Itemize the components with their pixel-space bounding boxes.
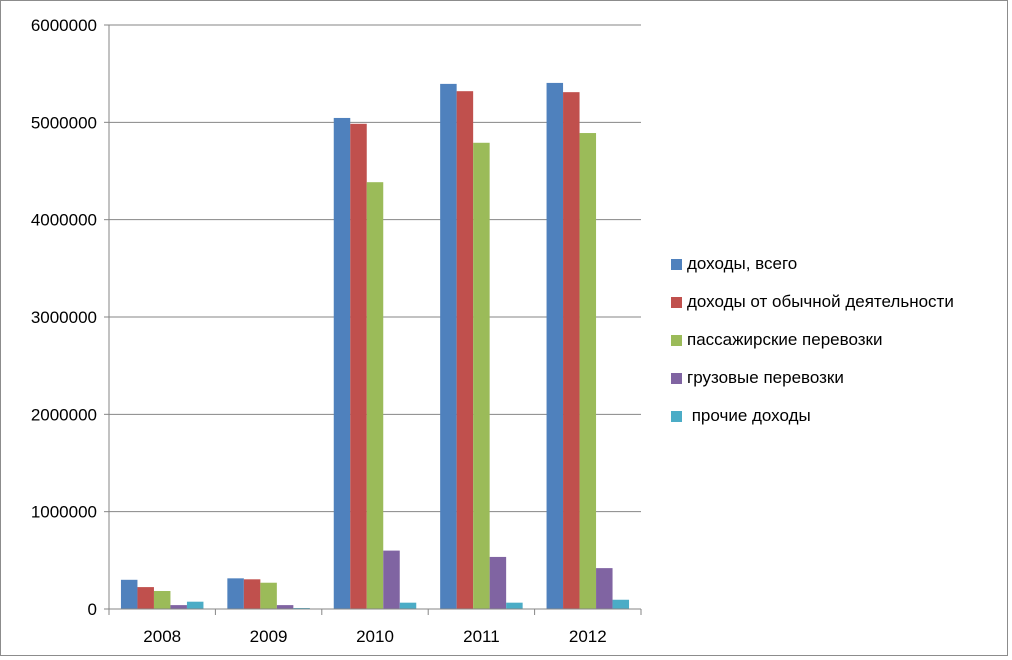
bars — [120, 82, 630, 610]
legend-label: доходы от обычной деятельности — [687, 292, 954, 311]
legend-label: доходы, всего — [687, 254, 798, 273]
bar — [120, 579, 138, 609]
y-tick-label: 6000000 — [31, 16, 97, 35]
legend-item: грузовые перевозки — [671, 359, 1005, 397]
bar — [473, 142, 490, 610]
legend-swatch — [671, 372, 682, 384]
legend-item: пассажирские перевозки — [671, 321, 1005, 359]
axes — [104, 24, 642, 615]
bar — [333, 117, 351, 609]
legend-item: доходы, всего — [671, 245, 1005, 283]
bar — [383, 550, 400, 609]
legend-item: прочие доходы — [671, 397, 1005, 435]
y-tick-label: 1000000 — [31, 503, 97, 522]
legend: доходы, всего доходы от обычной деятельн… — [671, 245, 1005, 435]
x-tick-label: 2009 — [250, 627, 288, 646]
bar — [170, 605, 187, 609]
bar — [563, 92, 580, 609]
x-tick-label: 2010 — [356, 627, 394, 646]
bar — [456, 91, 474, 610]
bar — [440, 83, 457, 610]
bar — [366, 182, 384, 609]
legend-swatch — [671, 296, 682, 308]
bar — [596, 568, 613, 609]
legend-label: пассажирские перевозки — [687, 330, 883, 349]
y-tick-label: 0 — [88, 600, 97, 619]
legend-label: грузовые перевозки — [687, 368, 844, 387]
bar — [399, 602, 417, 609]
x-tick-label: 2008 — [143, 627, 181, 646]
bar — [612, 599, 630, 609]
y-tick-label: 5000000 — [31, 113, 97, 132]
bar — [489, 556, 507, 609]
bar — [260, 582, 277, 609]
bar — [227, 578, 244, 609]
bar — [153, 590, 171, 609]
bar — [546, 82, 564, 609]
y-tick-label: 3000000 — [31, 308, 97, 327]
legend-swatch — [671, 410, 682, 422]
x-tick-label: 2011 — [463, 627, 500, 646]
bar — [579, 133, 597, 610]
bar — [506, 602, 523, 609]
bar — [276, 605, 294, 609]
bar — [137, 587, 154, 609]
y-tick-label: 2000000 — [31, 405, 97, 424]
bar — [243, 579, 261, 609]
y-tick-label: 4000000 — [31, 211, 97, 230]
legend-swatch — [671, 334, 682, 346]
bar — [350, 123, 367, 609]
legend-item: доходы от обычной деятельности — [671, 283, 1005, 321]
tick-labels: 0 1000000 2000000 3000000 4000000 5000000 6000… — [31, 16, 607, 646]
legend-swatch — [671, 258, 682, 270]
bar — [186, 601, 204, 609]
legend-label: прочие доходы — [687, 406, 811, 425]
x-tick-label: 2012 — [569, 627, 607, 646]
